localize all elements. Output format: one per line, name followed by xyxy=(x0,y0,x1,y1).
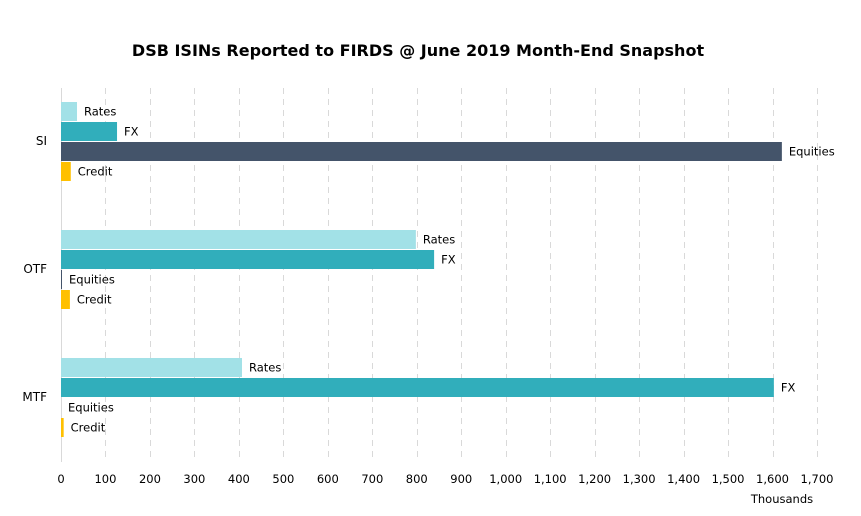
x-tick-label: 500 xyxy=(272,472,294,486)
x-tick-label: 200 xyxy=(139,472,161,486)
chart-title: DSB ISINs Reported to FIRDS @ June 2019 … xyxy=(132,41,705,60)
data-label-si-rates: Rates xyxy=(84,105,116,119)
bar-mtf-rates xyxy=(61,358,242,377)
data-label-otf-equities: Equities xyxy=(69,273,115,287)
category-label-mtf: MTF xyxy=(22,390,47,404)
bar-si-fx xyxy=(61,122,118,141)
x-tick-label: 600 xyxy=(317,472,339,486)
data-label-otf-rates: Rates xyxy=(423,233,455,247)
x-axis-ticks: 0 100 200 300 400 500 600 700 800 900 1,000 1,100 1,… xyxy=(57,472,833,486)
x-tick-label: 1,000 xyxy=(489,472,522,486)
x-tick-label: 400 xyxy=(228,472,250,486)
bar-mtf-credit xyxy=(61,418,64,437)
category-label-otf: OTF xyxy=(23,262,47,276)
bar-si-rates xyxy=(61,102,78,121)
bar-otf-equities xyxy=(61,270,62,289)
category-label-si: SI xyxy=(36,134,47,148)
x-axis-unit-label: Thousands xyxy=(750,492,813,506)
x-tick-label: 300 xyxy=(183,472,205,486)
x-tick-label: 1,700 xyxy=(801,472,834,486)
data-label-otf-fx: FX xyxy=(441,253,456,267)
x-tick-label: 1,100 xyxy=(534,472,567,486)
x-tick-label: 1,200 xyxy=(578,472,611,486)
x-tick-label: 700 xyxy=(361,472,383,486)
data-label-otf-credit: Credit xyxy=(77,293,112,307)
bar-otf-credit xyxy=(61,290,70,309)
bar-otf-rates xyxy=(61,230,416,249)
x-tick-label: 1,400 xyxy=(667,472,700,486)
bars xyxy=(61,102,782,437)
category-labels: SI OTF MTF xyxy=(22,134,47,404)
data-label-mtf-rates: Rates xyxy=(249,361,281,375)
bar-mtf-fx xyxy=(61,378,774,397)
x-tick-label: 1,600 xyxy=(756,472,789,486)
data-label-mtf-fx: FX xyxy=(781,381,796,395)
x-tick-label: 100 xyxy=(94,472,116,486)
data-label-mtf-equities: Equities xyxy=(68,401,114,415)
data-labels: Rates FX Equities Credit Rates FX Equities Cred… xyxy=(68,105,835,435)
data-label-si-credit: Credit xyxy=(78,165,113,179)
bar-si-credit xyxy=(61,162,71,181)
x-tick-label: 1,300 xyxy=(623,472,656,486)
gridlines xyxy=(105,88,818,462)
data-label-mtf-credit: Credit xyxy=(71,421,106,435)
x-tick-label: 900 xyxy=(450,472,472,486)
bar-si-equities xyxy=(61,142,782,161)
x-tick-label: 1,500 xyxy=(712,472,745,486)
data-label-si-fx: FX xyxy=(124,125,139,139)
x-tick-label: 0 xyxy=(57,472,64,486)
data-label-si-equities: Equities xyxy=(789,145,835,159)
bar-otf-fx xyxy=(61,250,435,269)
x-tick-label: 800 xyxy=(406,472,428,486)
